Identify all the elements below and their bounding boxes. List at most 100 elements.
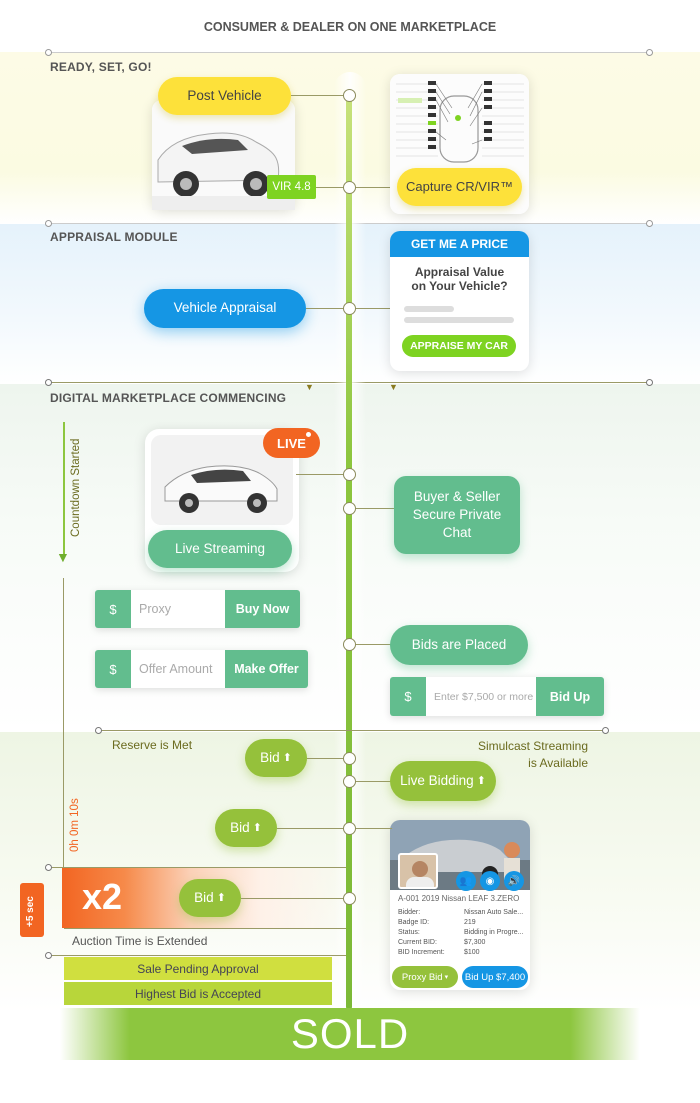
- sale-pending-strip: Sale Pending Approval: [64, 957, 332, 980]
- detail-row: Badge ID: 219: [398, 919, 476, 926]
- timeline-node: [343, 302, 356, 315]
- get-price-header: GET ME A PRICE: [390, 231, 529, 257]
- detail-row: BID Increment: $100: [398, 949, 480, 956]
- live-streaming-button[interactable]: Live Streaming: [148, 530, 292, 568]
- separator-dot: [45, 864, 52, 871]
- vir-badge: VIR 4.8: [267, 175, 316, 199]
- timeline-node: [343, 468, 356, 481]
- timeline-node: [343, 892, 356, 905]
- bid-button-1[interactable]: Bid ⬆: [245, 739, 307, 777]
- bid-amount-input[interactable]: Enter $7,500 or more: [434, 690, 534, 703]
- vehicle-appraisal-button[interactable]: Vehicle Appraisal: [144, 289, 306, 328]
- offer-amount-input[interactable]: Offer Amount: [139, 662, 213, 676]
- bids-placed-button[interactable]: Bids are Placed: [390, 625, 528, 665]
- separator-dot: [45, 49, 52, 56]
- vehicle-photo-card: [152, 100, 295, 210]
- auction-title: A-001 2019 Nissan LEAF 3.ZERO: [398, 894, 520, 903]
- separator-dot: [95, 727, 102, 734]
- page-title: CONSUMER & DEALER ON ONE MARKETPLACE: [203, 20, 497, 34]
- capture-cr-vir-button[interactable]: Capture CR/VIR™: [397, 168, 522, 206]
- bid-up-button[interactable]: Bid Up: [536, 677, 604, 716]
- sold-label: SOLD: [290, 1010, 410, 1057]
- buy-now-button[interactable]: Buy Now: [225, 590, 300, 628]
- proxy-bid-button[interactable]: Proxy Bid ▾: [392, 966, 458, 988]
- connector: [316, 187, 343, 188]
- connector: [356, 828, 392, 829]
- make-offer-button[interactable]: Make Offer: [225, 650, 308, 688]
- timeline-node: [343, 638, 356, 651]
- reserve-met-label: Reserve is Met: [112, 738, 193, 752]
- speaker-icon[interactable]: 🔊: [504, 871, 524, 891]
- connector: [277, 828, 343, 829]
- connector: [291, 95, 343, 96]
- connector: [241, 898, 343, 899]
- timeline-node: [343, 752, 356, 765]
- timer-line: [63, 578, 64, 868]
- arrow-up-icon: ⬆: [216, 891, 226, 904]
- proxy-input[interactable]: Proxy: [139, 602, 171, 616]
- countdown-label: Countdown Started: [70, 438, 82, 537]
- separator-dot: [646, 220, 653, 227]
- timer-label: 0h 0m 10s: [69, 798, 81, 852]
- section-title-ready: READY, SET, GO!: [50, 60, 152, 74]
- plus-sec-label: +5 sec: [25, 896, 36, 927]
- bid-button-3[interactable]: Bid ⬆: [179, 879, 241, 917]
- arrow-up-icon: ⬆: [252, 821, 262, 834]
- arrow-down-icon: ▼: [305, 382, 314, 392]
- connector: [356, 781, 392, 782]
- live-bidding-button[interactable]: Live Bidding ⬆: [390, 761, 496, 801]
- placeholder-line: [404, 316, 514, 323]
- appraise-my-car-button[interactable]: APPRAISE MY CAR: [402, 335, 516, 357]
- connector: [296, 474, 343, 475]
- car-icon: [152, 100, 295, 210]
- separator-dot: [602, 727, 609, 734]
- separator-dot: [646, 49, 653, 56]
- caret-down-icon: ▾: [444, 974, 449, 981]
- car-icon: [151, 435, 293, 525]
- private-chat-box[interactable]: Buyer & Seller Secure Private Chat: [394, 476, 520, 554]
- separator-dot: [45, 379, 52, 386]
- connector: [356, 308, 392, 309]
- connector: [306, 308, 343, 309]
- auction-extended-label: Auction Time is Extended: [72, 934, 208, 948]
- timeline-node: [343, 822, 356, 835]
- section-title-marketplace: DIGITAL MARKETPLACE COMMENCING: [50, 391, 287, 405]
- bid-label: Bid: [260, 749, 280, 765]
- bid-label: Bid: [230, 819, 250, 835]
- timeline-node: [343, 775, 356, 788]
- detail-row: Bidder: Nissan Auto Sale...: [398, 909, 524, 916]
- post-vehicle-button[interactable]: Post Vehicle: [158, 77, 291, 115]
- separator-dot: [45, 220, 52, 227]
- bid-up-field[interactable]: $ Enter $7,500 or more Bid Up: [390, 677, 604, 716]
- arrow-up-icon: ⬆: [282, 751, 292, 764]
- separator-dot: [646, 379, 653, 386]
- sold-banner: [60, 1008, 640, 1060]
- offer-field[interactable]: $ Offer Amount Make Offer: [95, 650, 308, 688]
- extension-top-line: [48, 867, 346, 868]
- auction-details: Bidder: Nissan Auto Sale... Badge ID: 219 …: [398, 908, 524, 958]
- timeline-node: [343, 89, 356, 102]
- users-icon[interactable]: 👥: [456, 871, 476, 891]
- avatar: [398, 853, 438, 889]
- bid-button-2[interactable]: Bid ⬆: [215, 809, 277, 847]
- detail-row: Status: Bidding in Progre...: [398, 929, 524, 936]
- bid-up-7400-button[interactable]: Bid Up $7,400: [462, 966, 528, 988]
- arrow-up-icon: ⬆: [476, 774, 486, 787]
- auction-card: 👥 ◉ 🔊 A-001 2019 Nissan LEAF 3.ZERO Bidd…: [390, 820, 530, 990]
- extension-close-line: [48, 955, 346, 956]
- bid-label: Bid: [194, 889, 214, 905]
- camera-icon[interactable]: ◉: [480, 871, 500, 891]
- get-price-card: GET ME A PRICE Appraisal Value on Your V…: [390, 231, 529, 371]
- timeline-spine: [346, 95, 352, 1010]
- proxy-field[interactable]: $ Proxy Buy Now: [95, 590, 300, 628]
- section-title-appraisal: APPRAISAL MODULE: [50, 230, 178, 244]
- multiplier-label: x2: [82, 876, 123, 917]
- currency-icon: $: [390, 677, 426, 716]
- connector: [356, 187, 398, 188]
- live-badge: LIVE: [263, 428, 320, 458]
- live-dot-icon: [306, 432, 311, 437]
- separator-ready: [48, 52, 650, 53]
- extension-bottom-line: [64, 928, 346, 929]
- plus-sec-badge: +5 sec: [20, 883, 44, 937]
- countdown-line: [63, 422, 65, 558]
